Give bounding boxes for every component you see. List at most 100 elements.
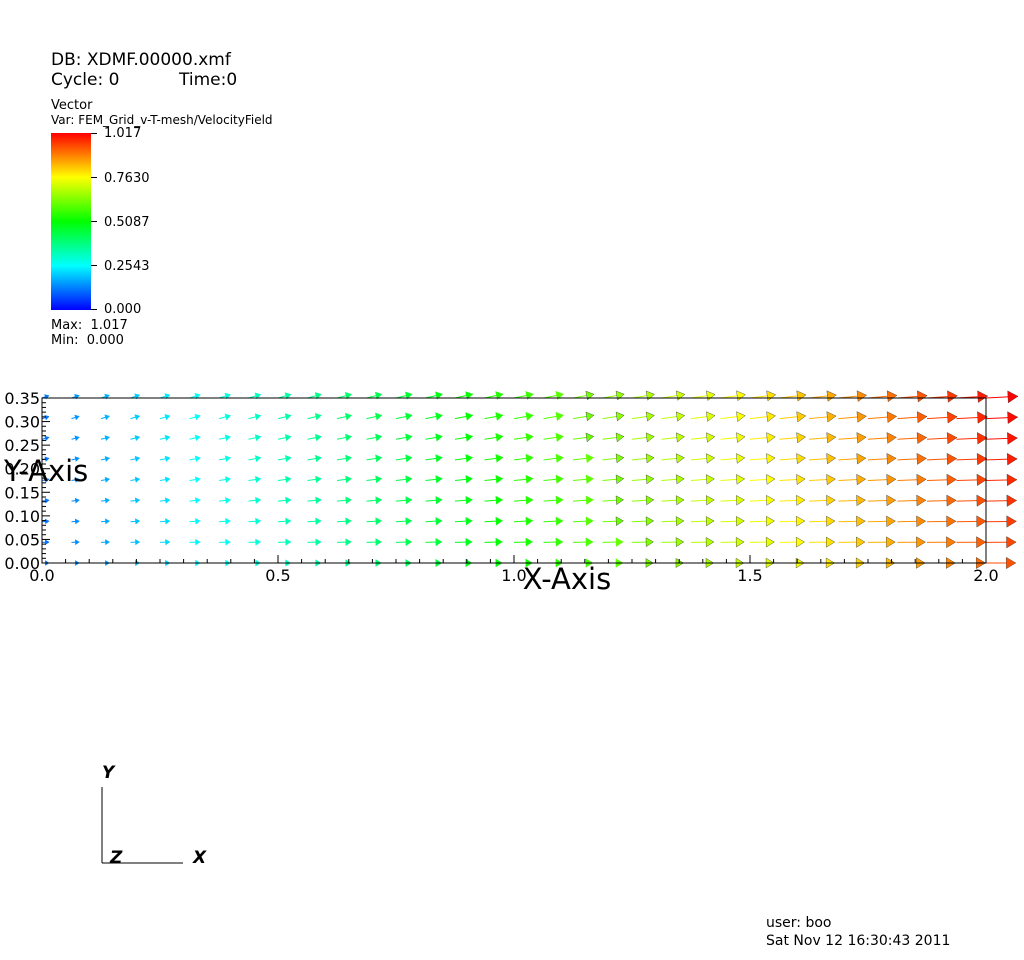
vector-arrowhead bbox=[917, 390, 928, 403]
vector-arrowhead bbox=[315, 517, 322, 525]
vector-arrowhead bbox=[826, 494, 836, 506]
vector-arrowhead bbox=[345, 454, 352, 463]
vector-arrowhead bbox=[706, 390, 716, 401]
vector-arrowhead bbox=[254, 392, 262, 400]
vector-arrowhead bbox=[946, 515, 957, 528]
vector-arrowhead bbox=[255, 517, 262, 525]
vector-arrowhead bbox=[74, 518, 80, 525]
vector-arrowhead bbox=[405, 412, 413, 421]
vector-arrowhead bbox=[766, 474, 776, 485]
vector-arrowhead bbox=[285, 517, 292, 525]
colorbar-tick bbox=[91, 133, 97, 134]
vector-arrowhead bbox=[344, 412, 352, 421]
vector-arrowhead bbox=[465, 412, 474, 421]
y-tick-label: 0.25 bbox=[4, 436, 40, 455]
vector-arrowhead bbox=[405, 496, 413, 505]
vector-arrowhead bbox=[946, 536, 956, 549]
vector-arrowhead bbox=[435, 454, 443, 463]
vector-arrowhead bbox=[525, 474, 534, 484]
vector-arrowhead bbox=[826, 432, 837, 444]
vector-arrowhead bbox=[435, 475, 443, 484]
vector-arrowhead bbox=[615, 495, 624, 506]
vector-arrowhead bbox=[405, 454, 413, 463]
vector-arrowhead bbox=[886, 390, 898, 403]
y-axis-title: Y-Axis bbox=[3, 454, 88, 488]
vector-arrowhead bbox=[104, 518, 110, 525]
vector-arrowhead bbox=[375, 538, 382, 547]
vector-arrowhead bbox=[225, 538, 231, 546]
vector-arrowhead bbox=[675, 495, 685, 506]
vector-arrowhead bbox=[45, 539, 50, 546]
vector-arrowhead bbox=[856, 453, 867, 465]
vector-arrowhead bbox=[976, 536, 987, 549]
vector-arrowhead bbox=[1006, 515, 1017, 528]
vector-arrowhead bbox=[194, 434, 201, 442]
colorbar-tick bbox=[91, 265, 97, 266]
colorbar-tick-label: 1.017 bbox=[104, 126, 142, 141]
vector-arrowhead bbox=[585, 453, 594, 464]
vector-arrowhead bbox=[314, 412, 322, 421]
vector-arrowhead bbox=[706, 474, 715, 485]
vector-arrowhead bbox=[405, 517, 413, 526]
vector-arrowhead bbox=[525, 432, 534, 442]
vector-arrowhead bbox=[977, 390, 989, 403]
vector-arrowhead bbox=[886, 515, 896, 528]
vector-arrowhead bbox=[976, 452, 988, 466]
vector-arrowhead bbox=[615, 474, 625, 485]
vector-arrowhead bbox=[856, 432, 867, 444]
vector-arrowhead bbox=[495, 433, 504, 442]
vector-arrowhead bbox=[134, 455, 141, 462]
vector-arrowhead bbox=[826, 453, 837, 465]
vector-arrowhead bbox=[165, 538, 171, 546]
vector-arrowhead bbox=[1007, 390, 1019, 404]
vector-arrowhead bbox=[977, 432, 988, 445]
vector-arrowhead bbox=[946, 452, 958, 465]
time-label: Time:0 bbox=[179, 70, 238, 90]
vector-arrowhead bbox=[766, 515, 775, 527]
vector-arrowhead bbox=[134, 393, 141, 400]
vector-arrowhead bbox=[1007, 432, 1018, 445]
vector-arrowhead bbox=[314, 433, 322, 442]
vector-arrowhead bbox=[795, 536, 805, 548]
vector-arrowhead bbox=[645, 411, 655, 422]
vector-arrowhead bbox=[796, 453, 806, 465]
vector-arrowhead bbox=[44, 477, 50, 483]
vector-arrowhead bbox=[615, 537, 624, 547]
vector-arrowhead bbox=[104, 435, 110, 442]
vector-arrowhead bbox=[135, 518, 141, 525]
vector-arrowhead bbox=[766, 495, 776, 506]
vector-arrowhead bbox=[736, 453, 746, 464]
x-tick-label: 0.0 bbox=[29, 566, 54, 585]
vector-arrowhead bbox=[164, 413, 171, 421]
date-label: Sat Nov 12 16:30:43 2011 bbox=[766, 933, 951, 949]
vector-arrowhead bbox=[315, 496, 322, 505]
vector-arrowhead bbox=[706, 411, 716, 422]
vector-arrowhead bbox=[104, 497, 110, 504]
vector-arrowhead bbox=[706, 432, 716, 443]
vector-arrowhead bbox=[314, 392, 322, 400]
vector-arrowhead bbox=[225, 517, 231, 525]
vector-arrowhead bbox=[705, 516, 715, 527]
vector-arrowhead bbox=[826, 411, 837, 423]
vector-arrowhead bbox=[74, 435, 80, 442]
vector-arrowhead bbox=[947, 411, 958, 424]
vector-arrowhead bbox=[194, 455, 201, 463]
vector-arrowhead bbox=[585, 390, 595, 401]
vector-arrowhead bbox=[916, 536, 926, 548]
vector-arrowhead bbox=[615, 453, 625, 464]
vector-arrowhead bbox=[886, 494, 897, 507]
vector-arrowhead bbox=[946, 432, 958, 445]
vector-arrowhead bbox=[796, 411, 807, 423]
arrow-layer bbox=[41, 390, 1019, 570]
vector-arrowhead bbox=[1006, 452, 1018, 466]
vector-arrowhead bbox=[736, 390, 746, 402]
vector-arrowhead bbox=[164, 455, 171, 463]
vector-arrowhead bbox=[345, 496, 352, 505]
x-tick-label: 1.5 bbox=[737, 566, 762, 585]
vector-arrowhead bbox=[104, 476, 110, 483]
vector-arrowhead bbox=[947, 390, 958, 403]
vector-arrowhead bbox=[886, 411, 897, 423]
vector-arrowhead bbox=[344, 391, 352, 400]
vector-arrowhead bbox=[615, 432, 625, 443]
